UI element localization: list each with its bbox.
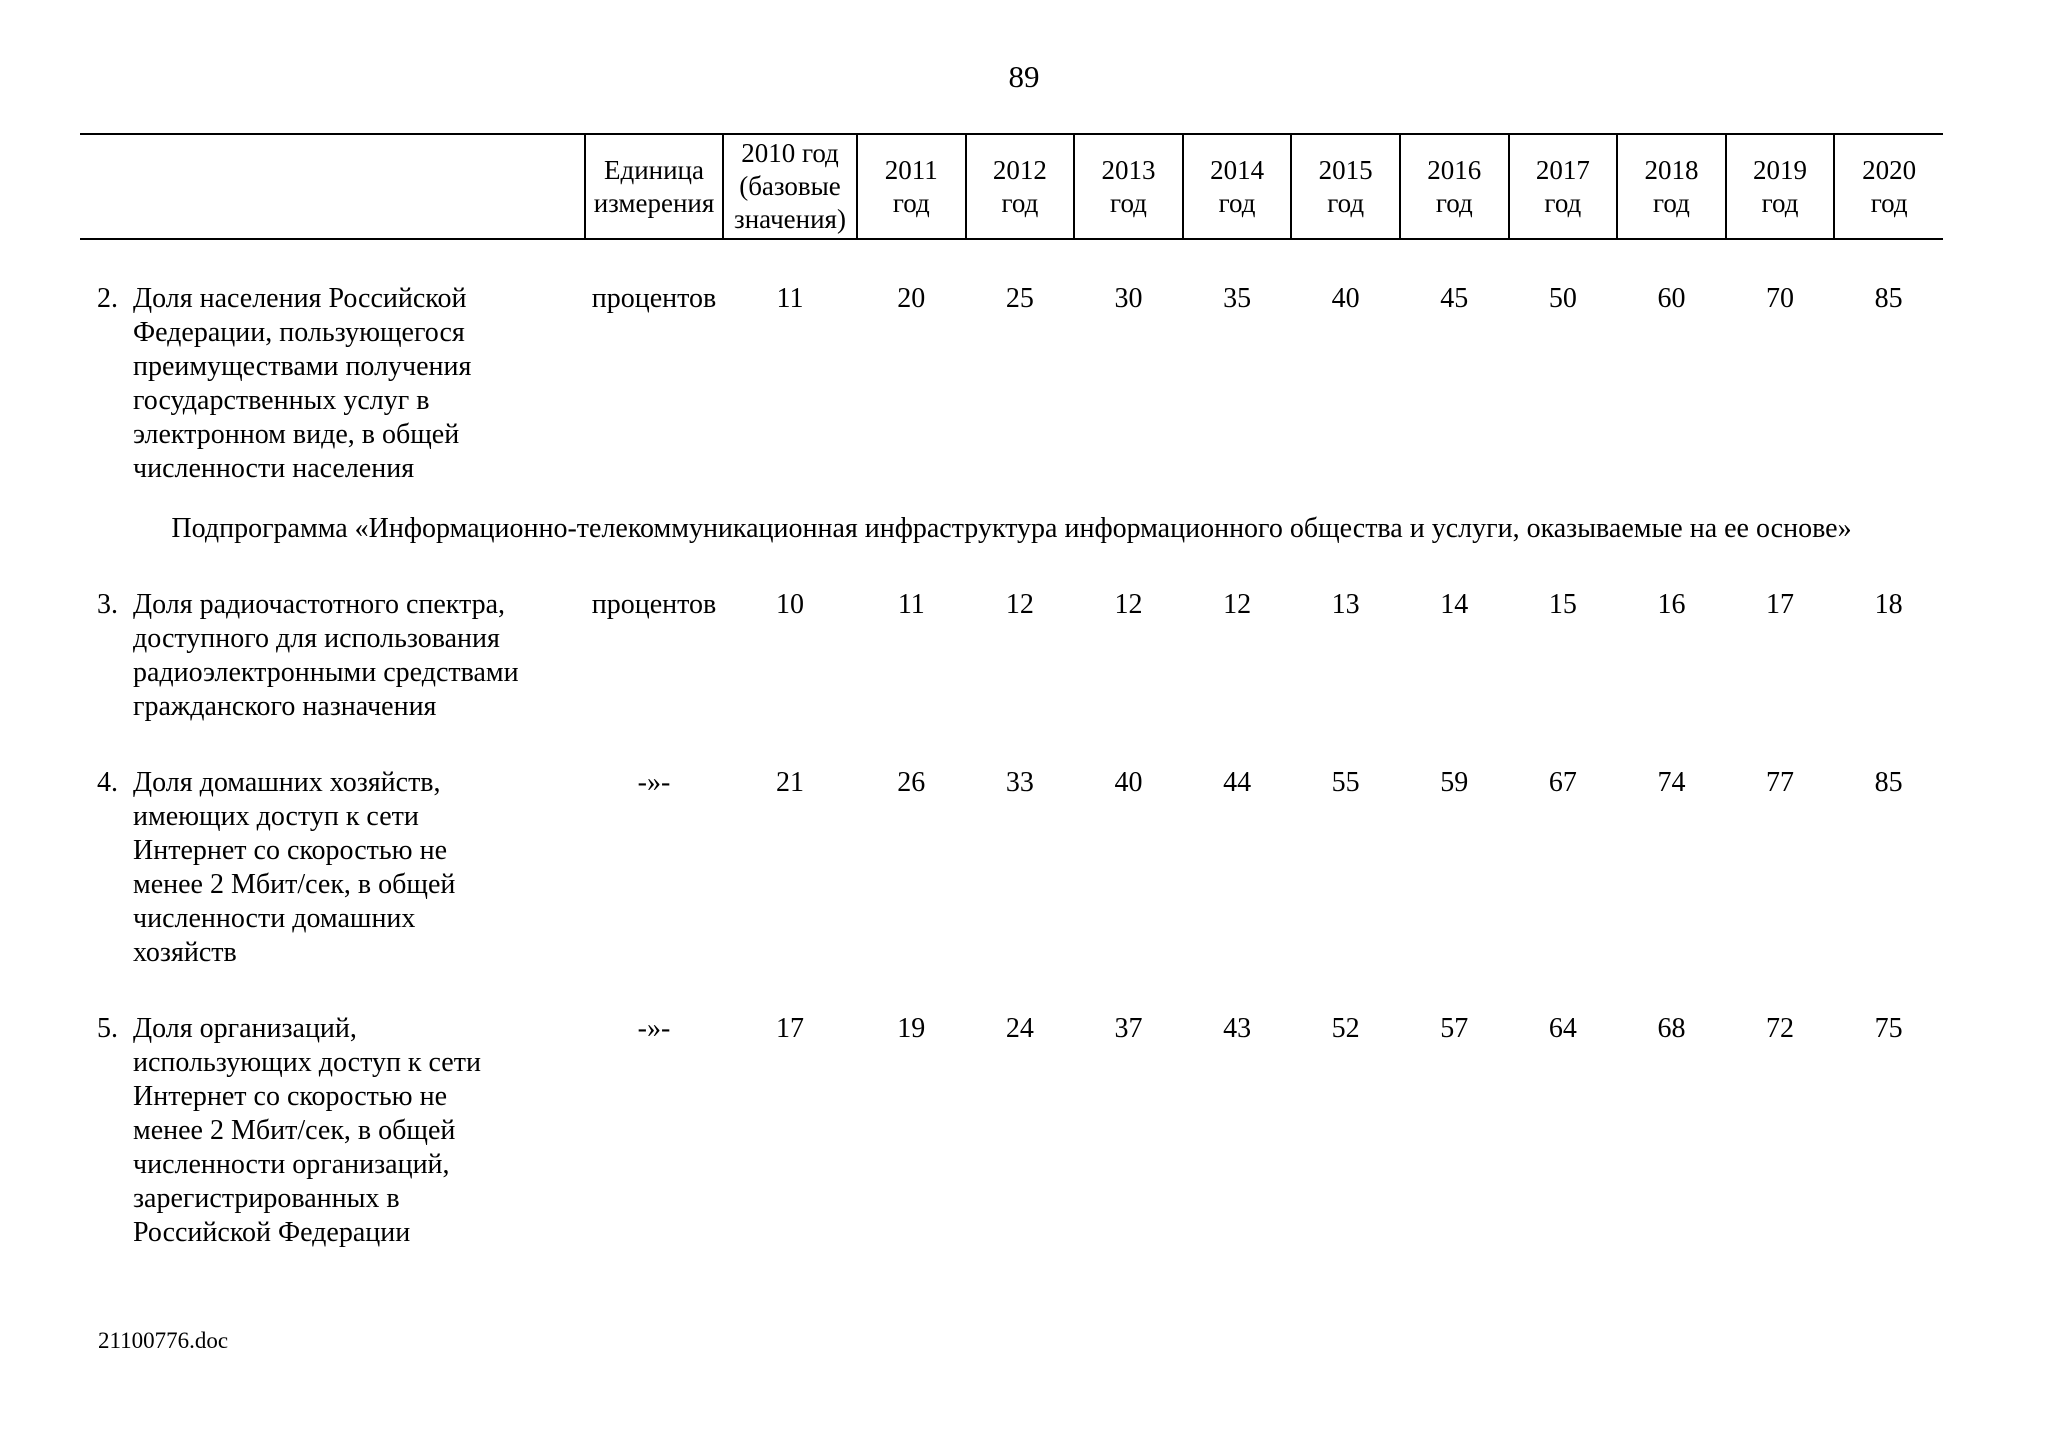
value-cell: 40 <box>1331 283 1360 314</box>
row-number: 5. <box>97 1013 118 1044</box>
value-cell: 12 <box>1114 589 1143 620</box>
header-base-year: 2010 год (базовые значения) <box>722 133 857 240</box>
value-cell: 85 <box>1874 283 1903 314</box>
value-cell: 26 <box>897 767 926 798</box>
header-year: 2015 год <box>1290 133 1400 240</box>
value-cell: 60 <box>1657 283 1686 314</box>
value-cell: 50 <box>1548 283 1577 314</box>
table-row: 3. Доля радиочастотного спектра, доступн… <box>80 546 1943 724</box>
unit-cell: процентов <box>591 589 717 620</box>
value-cell: 18 <box>1874 589 1903 620</box>
value-cell: 85 <box>1874 767 1903 798</box>
value-cell: 45 <box>1440 283 1469 314</box>
value-cell: 57 <box>1440 1013 1469 1044</box>
row-number: 4. <box>97 767 118 798</box>
value-cell: 70 <box>1766 283 1795 314</box>
value-cell: 17 <box>776 1013 804 1044</box>
indicator-name-cell: 5. Доля организаций, использующих доступ… <box>80 970 585 1250</box>
value-cell: 52 <box>1331 1013 1360 1044</box>
value-cell: 19 <box>897 1013 926 1044</box>
value-cell: 59 <box>1440 767 1469 798</box>
value-cell: 21 <box>776 767 804 798</box>
value-cell: 55 <box>1331 767 1360 798</box>
unit-cell: процентов <box>591 283 717 314</box>
value-cell: 40 <box>1114 767 1143 798</box>
page-number: 89 <box>1008 59 1040 94</box>
value-cell: 75 <box>1874 1013 1903 1044</box>
indicators-table: Единица измерения 2010 год (базовые знач… <box>80 133 1943 1250</box>
value-cell: 17 <box>1766 589 1795 620</box>
header-year: 2013 год <box>1073 133 1183 240</box>
header-year: 2014 год <box>1181 133 1292 240</box>
header-year: 2019 год <box>1724 133 1835 240</box>
unit-cell: -»- <box>637 1013 671 1044</box>
value-cell: 33 <box>1005 767 1034 798</box>
table-body: 2. Доля населения Российской Федерации, … <box>80 239 1943 1250</box>
indicator-name-cell: 2. Доля населения Российской Федерации, … <box>80 239 585 486</box>
table-row: 4. Доля домашних хозяйств, имеющих досту… <box>80 724 1943 970</box>
value-cell: 14 <box>1440 589 1469 620</box>
header-year: 2017 год <box>1507 133 1618 240</box>
value-cell: 43 <box>1223 1013 1252 1044</box>
indicator-name: Доля организаций, использующих доступ к … <box>133 1013 481 1248</box>
header-year: 2016 год <box>1398 133 1509 240</box>
table-header: Единица измерения 2010 год (базовые знач… <box>80 133 1943 240</box>
header-unit: Единица измерения <box>584 133 723 240</box>
value-cell: 13 <box>1331 589 1360 620</box>
value-cell: 11 <box>776 283 804 314</box>
value-cell: 25 <box>1005 283 1034 314</box>
subprogram-title: Подпрограмма «Информационно-телекоммуник… <box>171 513 1852 544</box>
value-cell: 11 <box>897 589 925 620</box>
header-year: 2018 год <box>1616 133 1726 240</box>
value-cell: 10 <box>776 589 804 620</box>
header-year: 2012 год <box>964 133 1075 240</box>
header-name-column <box>80 133 585 240</box>
row-number: 3. <box>97 589 118 620</box>
value-cell: 68 <box>1657 1013 1686 1044</box>
header-year: 2011 год <box>856 133 966 240</box>
value-cell: 74 <box>1657 767 1686 798</box>
document-filename: 21100776.doc <box>98 1328 229 1353</box>
indicator-name: Доля населения Российской Федерации, пол… <box>133 283 472 484</box>
value-cell: 24 <box>1005 1013 1034 1044</box>
value-cell: 30 <box>1114 283 1143 314</box>
value-cell: 72 <box>1766 1013 1795 1044</box>
subprogram-row: Подпрограмма «Информационно-телекоммуник… <box>80 486 1943 546</box>
value-cell: 16 <box>1657 589 1686 620</box>
value-cell: 77 <box>1766 767 1795 798</box>
value-cell: 44 <box>1223 767 1252 798</box>
row-number: 2. <box>97 283 118 314</box>
table-row: 5. Доля организаций, использующих доступ… <box>80 970 1943 1250</box>
value-cell: 35 <box>1223 283 1252 314</box>
header-row: Единица измерения 2010 год (базовые знач… <box>80 133 1943 240</box>
indicator-name: Доля домашних хозяйств, имеющих доступ к… <box>133 767 456 968</box>
value-cell: 64 <box>1548 1013 1577 1044</box>
indicator-name: Доля радиочастотного спектра, доступного… <box>133 589 519 722</box>
value-cell: 12 <box>1005 589 1034 620</box>
unit-cell: -»- <box>637 767 671 798</box>
value-cell: 20 <box>897 283 926 314</box>
table-row: 2. Доля населения Российской Федерации, … <box>80 239 1943 486</box>
indicator-name-cell: 3. Доля радиочастотного спектра, доступн… <box>80 546 585 724</box>
value-cell: 12 <box>1223 589 1252 620</box>
header-year: 2020 год <box>1833 133 1943 240</box>
value-cell: 15 <box>1548 589 1577 620</box>
value-cell: 37 <box>1114 1013 1143 1044</box>
indicator-name-cell: 4. Доля домашних хозяйств, имеющих досту… <box>80 724 585 970</box>
value-cell: 67 <box>1548 767 1577 798</box>
